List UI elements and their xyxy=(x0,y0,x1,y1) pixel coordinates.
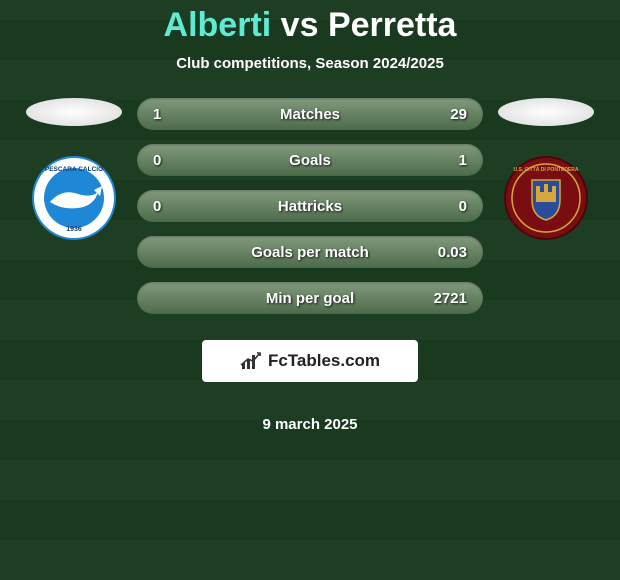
stat-row-goals-per-match: Goals per match 0.03 xyxy=(137,236,483,268)
stat-label: Min per goal xyxy=(137,290,483,307)
branding-text: FcTables.com xyxy=(268,351,380,371)
stat-left-value: 1 xyxy=(153,106,161,123)
player-left-name: Alberti xyxy=(164,6,272,44)
title-vs: vs xyxy=(281,6,319,44)
stat-right-value: 0 xyxy=(459,198,467,215)
stat-row-goals: 0 Goals 1 xyxy=(137,144,483,176)
branding[interactable]: FcTables.com xyxy=(202,340,418,382)
stat-right-value: 1 xyxy=(459,152,467,169)
stat-row-min-per-goal: Min per goal 2721 xyxy=(137,282,483,314)
subtitle: Club competitions, Season 2024/2025 xyxy=(176,55,444,72)
comparison-body: PESCARA CALCIO 1936 1 Matches 29 0 Goals… xyxy=(0,98,620,433)
stats-column: 1 Matches 29 0 Goals 1 0 Hattricks 0 Goa… xyxy=(134,98,486,433)
stat-label: Goals xyxy=(137,152,483,169)
date-label: 9 march 2025 xyxy=(262,416,357,433)
svg-text:PESCARA CALCIO: PESCARA CALCIO xyxy=(45,166,103,173)
player-left-avatar xyxy=(26,98,122,126)
club-left-badge: PESCARA CALCIO 1936 xyxy=(32,156,116,240)
bar-chart-icon xyxy=(240,351,262,371)
stat-label: Goals per match xyxy=(137,244,483,261)
pontedera-badge-icon: U.S. CITTÀ DI PONTEDERA xyxy=(504,156,588,240)
stat-right-value: 2721 xyxy=(434,290,467,307)
club-right-badge: U.S. CITTÀ DI PONTEDERA xyxy=(504,156,588,240)
stat-left-value: 0 xyxy=(153,198,161,215)
player-right-avatar xyxy=(498,98,594,126)
stat-left-value: 0 xyxy=(153,152,161,169)
svg-text:U.S. CITTÀ DI PONTEDERA: U.S. CITTÀ DI PONTEDERA xyxy=(513,166,578,173)
stat-row-hattricks: 0 Hattricks 0 xyxy=(137,190,483,222)
stat-right-value: 0.03 xyxy=(438,244,467,261)
svg-text:1936: 1936 xyxy=(66,226,82,233)
comparison-card: Alberti vs Perretta Club competitions, S… xyxy=(0,0,620,433)
stat-label: Hattricks xyxy=(137,198,483,215)
stat-label: Matches xyxy=(137,106,483,123)
stat-row-matches: 1 Matches 29 xyxy=(137,98,483,130)
left-column: PESCARA CALCIO 1936 xyxy=(14,98,134,240)
pescara-badge-icon: PESCARA CALCIO 1936 xyxy=(32,156,116,240)
right-column: U.S. CITTÀ DI PONTEDERA xyxy=(486,98,606,240)
stat-right-value: 29 xyxy=(450,106,467,123)
page-title: Alberti vs Perretta xyxy=(164,6,457,45)
player-right-name: Perretta xyxy=(328,6,457,44)
